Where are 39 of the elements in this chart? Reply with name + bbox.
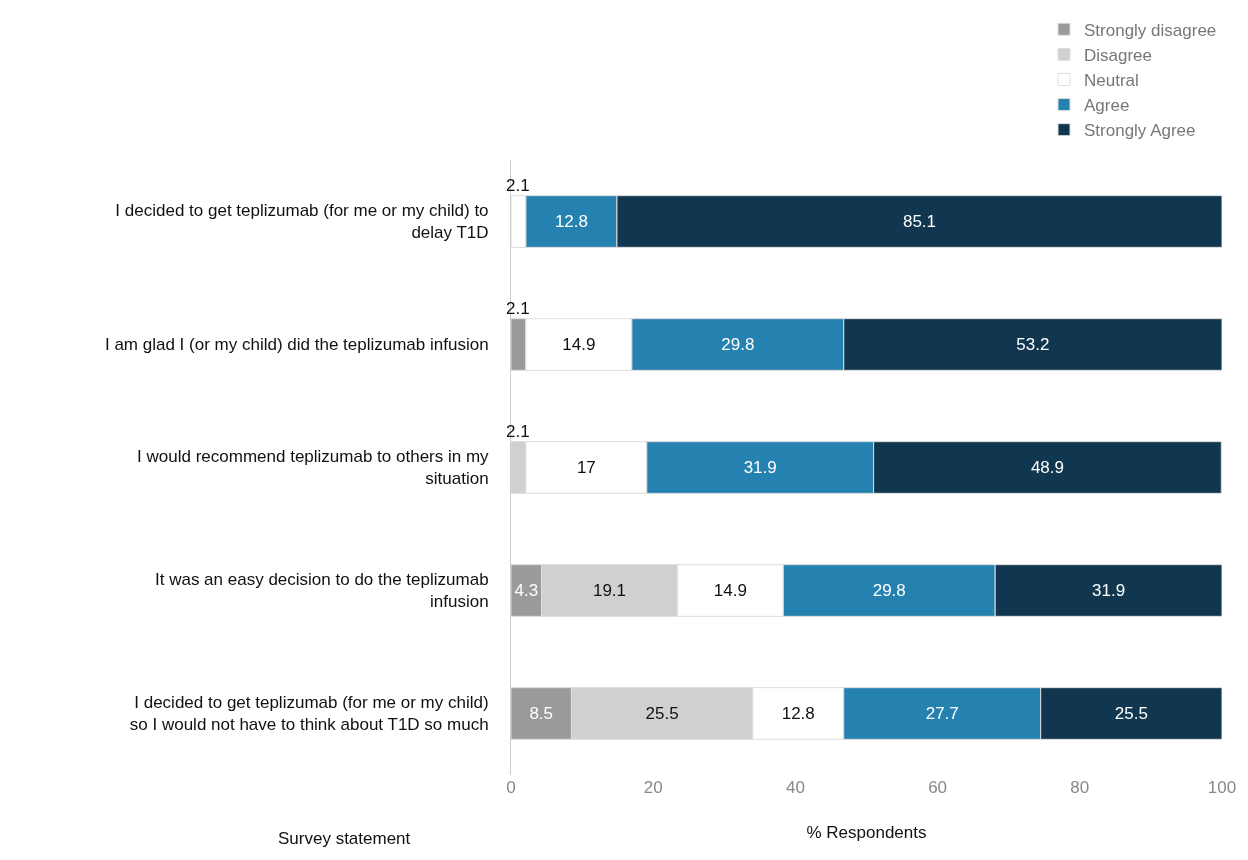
legend-label: Disagree — [1084, 45, 1153, 65]
y-tick-label: It was an easy decision to do the teplizumab infusion — [155, 570, 489, 612]
legend-label: Strongly disagree — [1084, 20, 1217, 40]
data-label: 29.8 — [721, 335, 755, 354]
data-label: 2.1 — [506, 299, 530, 318]
data-label: 31.9 — [743, 458, 777, 477]
data-label: 29.8 — [872, 581, 906, 600]
x-tick-label: 60 — [928, 778, 948, 797]
data-label: 85.1 — [902, 212, 937, 231]
data-label: 4.3 — [514, 581, 539, 600]
data-label: 25.5 — [645, 704, 679, 723]
data-label: 27.7 — [925, 704, 959, 723]
data-label: 19.1 — [592, 581, 627, 600]
data-label: 2.1 — [506, 422, 530, 441]
y-tick-label: I decided to get teplizumab (for me or my child) so I would not have to think about T1D so much — [129, 693, 489, 735]
y-tick-label: I would recommend teplizumab to others in my situation — [137, 447, 490, 489]
x-tick-label: 40 — [785, 778, 805, 797]
y-axis-title: Survey statement — [278, 829, 411, 848]
x-tick-label: 0 — [506, 778, 516, 797]
legend-label: Strongly Agree — [1084, 121, 1196, 141]
y-tick-label: I am glad I (or my child) did the teplizumab infusion — [104, 335, 489, 355]
legend-label: Neutral — [1084, 71, 1139, 91]
x-tick-label: 80 — [1070, 778, 1090, 797]
y-tick-label: I decided to get teplizumab (for me or my child) to delay T1D — [115, 201, 489, 243]
data-label: 14.9 — [562, 335, 596, 354]
data-label: 25.5 — [1114, 704, 1148, 723]
data-label: 53.2 — [1016, 335, 1050, 354]
data-label: 12.8 — [781, 704, 815, 723]
data-label: 8.5 — [529, 704, 554, 723]
data-label: 48.9 — [1030, 458, 1064, 477]
x-tick-label: 20 — [643, 778, 663, 797]
data-label: 17 — [576, 458, 596, 477]
legend-label: Agree — [1084, 96, 1130, 116]
data-label: 12.8 — [554, 212, 588, 231]
data-label: 31.9 — [1092, 581, 1126, 600]
data-label: 14.9 — [713, 581, 747, 600]
x-tick-label: 100 — [1207, 778, 1237, 797]
data-label: 2.1 — [506, 176, 530, 195]
x-axis-title: % Respondents — [806, 823, 927, 843]
